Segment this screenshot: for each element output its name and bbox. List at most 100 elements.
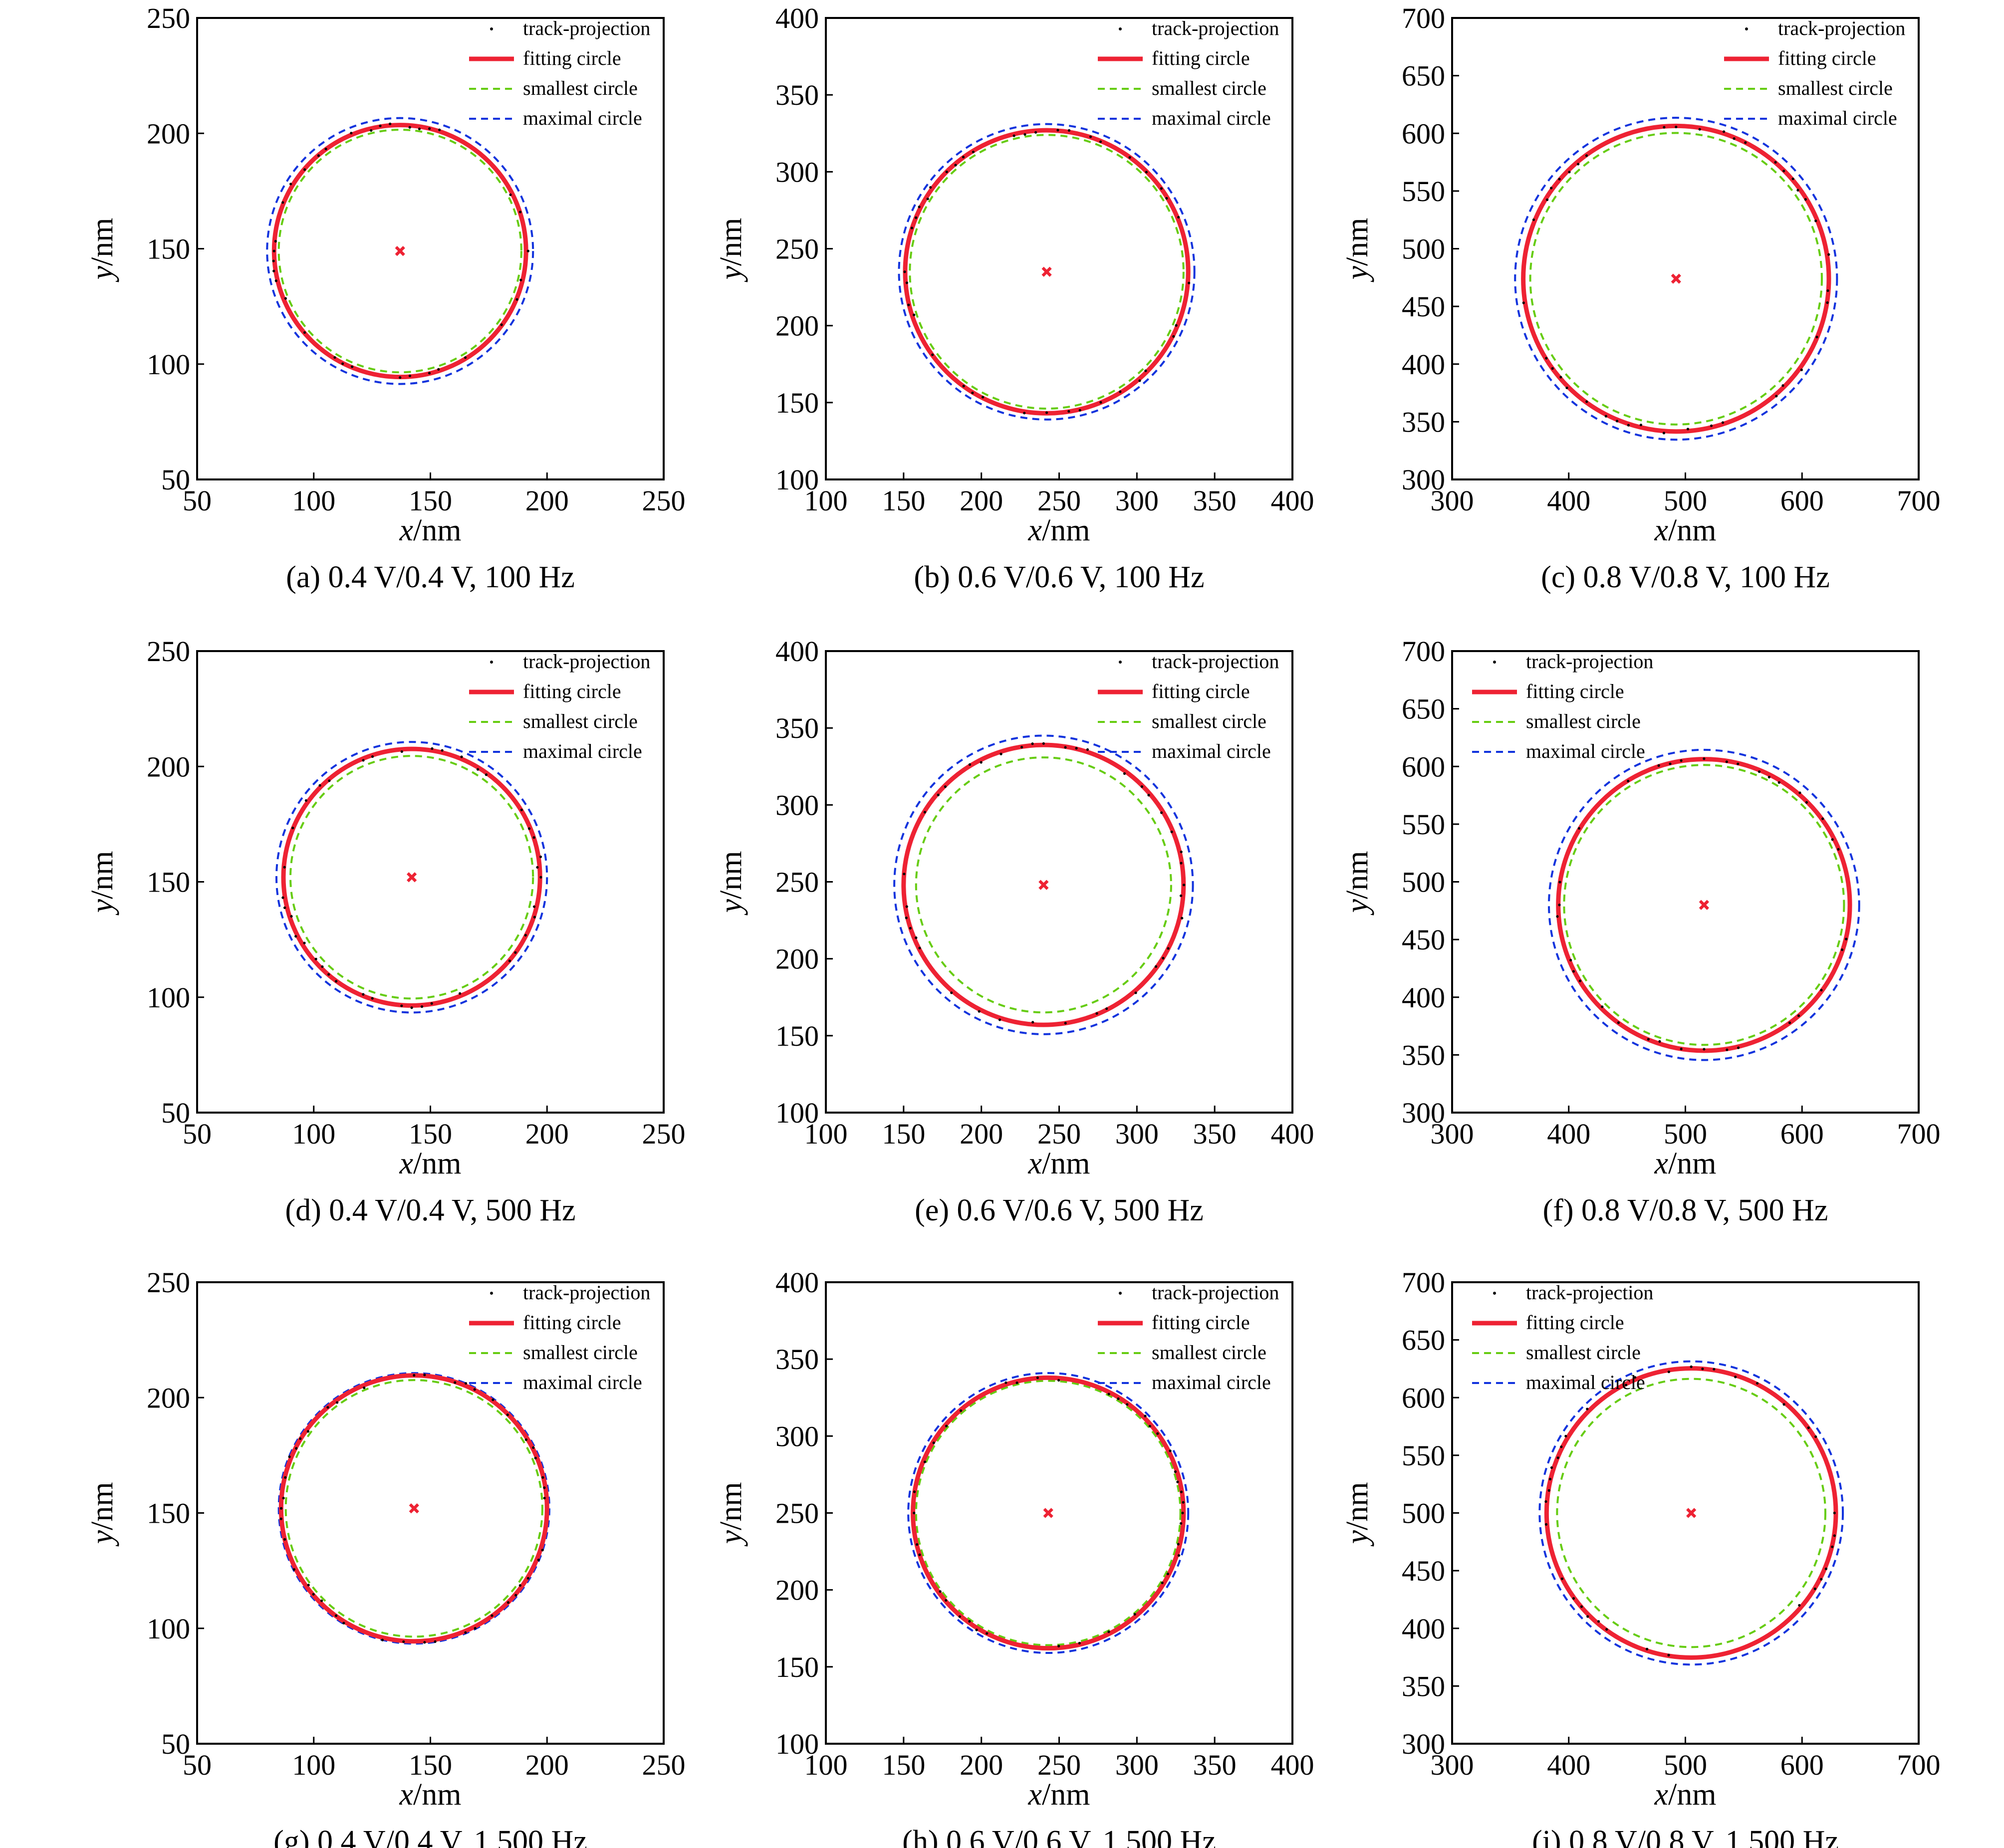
track-point [945,1599,948,1602]
y-tick-label: 600 [1402,750,1445,783]
track-point [1031,742,1034,745]
track-point [916,1543,919,1546]
track-point [350,132,353,135]
track-point [962,156,965,159]
legend: track-projection fitting circle smallest c… [1472,650,1653,762]
track-point [272,249,275,252]
track-point [1601,1005,1604,1008]
track-point [1800,368,1803,371]
x-tick-label: 150 [409,1749,452,1781]
track-projection [903,129,1191,415]
track-point [541,1476,544,1479]
track-projection [913,1376,1185,1647]
track-point [1814,220,1817,223]
x-tick-label: 100 [804,1118,848,1150]
track-projection [281,747,542,1009]
track-point [1558,178,1561,181]
track-point [431,747,434,750]
x-tick-label: 150 [409,484,452,517]
y-tick-label: 150 [147,866,190,899]
track-point [1057,1644,1060,1647]
track-point [1577,163,1580,166]
track-point [1791,177,1794,181]
y-tick-label: 100 [147,1613,190,1645]
legend-label: smallest circle [523,710,638,732]
x-tick-label: 400 [1271,1118,1314,1150]
track-projection [272,122,529,379]
track-point [1117,1397,1120,1400]
panel-caption: (g) 0.4 V/0.4 V, 1 500 Hz [273,1825,587,1848]
y-tick-label: 150 [775,1651,819,1683]
y-tick-label: 550 [1402,1439,1445,1472]
track-point [464,1382,468,1385]
track-point [334,1614,338,1617]
track-point [1147,794,1150,797]
track-point [1057,1379,1060,1382]
track-point [909,926,912,930]
legend-label: track-projection [523,17,650,39]
track-point [1756,1382,1759,1385]
track-point [1078,1641,1081,1644]
track-point [334,980,338,983]
y-tick-label: 250 [147,1266,190,1299]
x-tick-label: 600 [1780,1118,1824,1150]
legend: track-projection fitting circle smallest c… [1098,1281,1279,1393]
track-point [903,873,906,876]
panel-caption: (d) 0.4 V/0.4 V, 500 Hz [285,1193,575,1227]
legend: track-projection fitting circle smallest c… [1472,1281,1653,1393]
track-point [1560,1445,1563,1448]
track-point [283,1538,286,1541]
panel-b: 100 150 200 250 300 350 400 100 150 200 250 300 350 4… [714,2,1314,594]
track-point [1078,409,1081,412]
track-point [500,323,503,326]
track-point [423,1374,426,1377]
x-tick-label: 500 [1664,1118,1707,1150]
y-tick-label: 550 [1402,175,1445,208]
y-axis-label: y/nm [1340,218,1374,283]
track-point [913,1490,916,1493]
track-point [312,1593,315,1596]
track-point [476,768,480,771]
track-point [1180,862,1183,865]
legend-marker-track [1119,27,1122,30]
track-point [508,959,511,962]
track-point [1777,781,1780,784]
y-axis-label: y/nm [714,218,748,283]
y-tick-label: 150 [775,387,819,419]
track-point [438,128,441,131]
x-tick-label: 500 [1664,1749,1707,1781]
x-tick-label: 300 [1115,1749,1159,1781]
track-point [1144,1414,1147,1417]
x-tick-label: 200 [960,1749,1003,1781]
track-point [1657,764,1660,767]
track-point [1639,424,1643,427]
track-point [459,992,462,995]
y-tick-label: 200 [775,943,819,975]
track-point [1647,1038,1650,1041]
y-tick-label: 50 [161,463,190,496]
track-point [1532,218,1535,222]
track-point [1119,390,1122,393]
maximal-circle [893,734,1194,1035]
center-marker [1043,1508,1053,1518]
panel-caption: (a) 0.4 V/0.4 V, 100 Hz [286,560,575,594]
track-point [1572,1597,1575,1600]
track-point [1662,432,1666,435]
track-point [524,1438,527,1441]
track-point [1547,1489,1550,1492]
track-point [923,811,927,814]
legend-label: track-projection [1526,1281,1653,1304]
track-point [1559,376,1562,379]
y-tick-label: 200 [147,1382,190,1414]
track-point [1710,424,1713,427]
track-point [514,951,517,954]
track-point [1820,1578,1823,1581]
track-point [1056,129,1059,132]
track-point [363,1386,366,1389]
y-tick-label: 200 [775,1574,819,1607]
track-point [327,973,330,976]
track-point [926,198,929,201]
track-point [1036,1376,1039,1380]
track-point [1544,1500,1547,1503]
panel-i: 300 400 500 600 700 300 350 400 450 500 550 600 650 7… [1340,1266,1941,1848]
